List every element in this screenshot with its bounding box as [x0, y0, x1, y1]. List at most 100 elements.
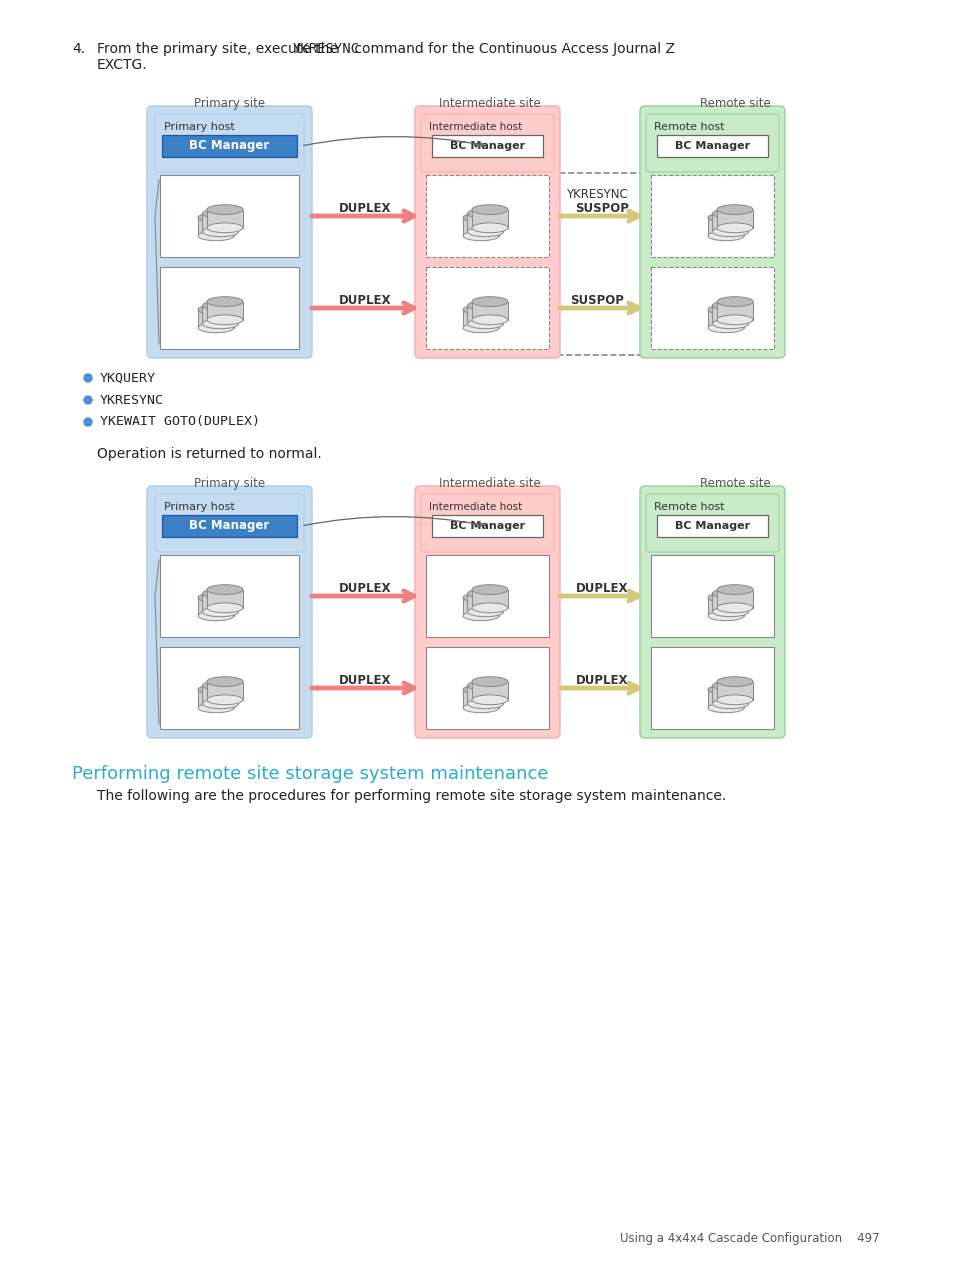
Ellipse shape	[207, 602, 243, 613]
Ellipse shape	[717, 585, 752, 595]
Ellipse shape	[467, 228, 503, 236]
Bar	[207, 301, 243, 320]
Bar	[462, 310, 498, 328]
Text: BC Manager: BC Manager	[190, 520, 270, 533]
Ellipse shape	[462, 231, 498, 240]
Ellipse shape	[462, 592, 498, 602]
Bar	[462, 597, 498, 616]
Bar	[467, 685, 503, 704]
Bar	[650, 647, 773, 730]
Text: EXCTG.: EXCTG.	[97, 58, 148, 72]
Ellipse shape	[707, 212, 743, 222]
Ellipse shape	[717, 222, 752, 233]
Bar	[202, 594, 238, 611]
Bar	[202, 214, 238, 231]
Ellipse shape	[207, 676, 243, 686]
Bar	[198, 217, 233, 236]
Ellipse shape	[202, 588, 238, 599]
Ellipse shape	[707, 611, 743, 620]
Ellipse shape	[472, 602, 507, 613]
Text: YKRESYNC: YKRESYNC	[565, 188, 627, 201]
Text: Using a 4x4x4 Cascade Configuration    497: Using a 4x4x4 Cascade Configuration 497	[619, 1232, 879, 1246]
Ellipse shape	[707, 323, 743, 333]
Bar	[198, 690, 233, 708]
Ellipse shape	[712, 699, 748, 709]
FancyBboxPatch shape	[154, 114, 304, 172]
Text: DUPLEX: DUPLEX	[339, 675, 392, 688]
Text: SUSPOP: SUSPOP	[575, 202, 628, 216]
Ellipse shape	[712, 588, 748, 599]
FancyBboxPatch shape	[420, 494, 554, 552]
Circle shape	[84, 397, 91, 404]
Text: Primary site: Primary site	[194, 97, 265, 111]
Ellipse shape	[717, 296, 752, 306]
Text: SUSPOP: SUSPOP	[570, 295, 623, 308]
Text: Remote host: Remote host	[654, 502, 723, 512]
Bar	[707, 310, 743, 328]
Bar	[432, 515, 542, 538]
Ellipse shape	[207, 205, 243, 215]
Text: Intermediate host: Intermediate host	[429, 122, 521, 132]
Ellipse shape	[207, 222, 243, 233]
Bar	[160, 267, 298, 350]
Ellipse shape	[472, 205, 507, 215]
Ellipse shape	[202, 606, 238, 616]
Ellipse shape	[202, 301, 238, 310]
Text: YKRESYNC: YKRESYNC	[100, 394, 164, 407]
Bar	[467, 214, 503, 231]
Bar	[472, 590, 507, 608]
Ellipse shape	[198, 685, 233, 694]
Text: YKEWAIT GOTO(DUPLEX): YKEWAIT GOTO(DUPLEX)	[100, 416, 260, 428]
Bar	[160, 175, 298, 257]
Ellipse shape	[198, 323, 233, 333]
Ellipse shape	[202, 208, 238, 219]
Bar	[650, 267, 773, 350]
Ellipse shape	[467, 208, 503, 219]
Ellipse shape	[707, 305, 743, 314]
Bar	[207, 681, 243, 700]
Text: DUPLEX: DUPLEX	[339, 202, 392, 216]
Ellipse shape	[207, 315, 243, 324]
Bar	[657, 515, 767, 538]
Ellipse shape	[207, 695, 243, 704]
Ellipse shape	[472, 222, 507, 233]
Text: The following are the procedures for performing remote site storage system maint: The following are the procedures for per…	[97, 789, 725, 803]
Ellipse shape	[712, 301, 748, 310]
Text: BC Manager: BC Manager	[190, 140, 270, 153]
FancyBboxPatch shape	[154, 494, 304, 552]
Bar	[712, 305, 748, 324]
Text: 4.: 4.	[71, 42, 85, 56]
Bar	[462, 690, 498, 708]
Ellipse shape	[712, 319, 748, 329]
FancyBboxPatch shape	[415, 105, 559, 358]
Ellipse shape	[467, 699, 503, 709]
Bar	[650, 555, 773, 637]
Bar	[198, 597, 233, 616]
Bar	[162, 135, 296, 158]
FancyBboxPatch shape	[645, 494, 779, 552]
Bar	[472, 301, 507, 320]
Bar	[198, 310, 233, 328]
Ellipse shape	[467, 681, 503, 690]
Text: BC Manager: BC Manager	[450, 141, 524, 151]
Bar	[160, 555, 298, 637]
Text: Primary host: Primary host	[164, 502, 234, 512]
Ellipse shape	[717, 602, 752, 613]
Text: Performing remote site storage system maintenance: Performing remote site storage system ma…	[71, 765, 548, 783]
Ellipse shape	[472, 676, 507, 686]
Bar	[717, 301, 752, 320]
Bar	[657, 135, 767, 158]
Bar	[160, 647, 298, 730]
Text: Primary host: Primary host	[164, 122, 234, 132]
Ellipse shape	[712, 228, 748, 236]
Bar	[472, 210, 507, 228]
Text: YKRESYNC: YKRESYNC	[293, 42, 359, 56]
Text: BC Manager: BC Manager	[674, 521, 749, 531]
Ellipse shape	[207, 296, 243, 306]
FancyBboxPatch shape	[420, 114, 554, 172]
Text: BC Manager: BC Manager	[450, 521, 524, 531]
Ellipse shape	[707, 592, 743, 602]
Ellipse shape	[198, 703, 233, 713]
Ellipse shape	[467, 319, 503, 329]
Ellipse shape	[717, 315, 752, 324]
